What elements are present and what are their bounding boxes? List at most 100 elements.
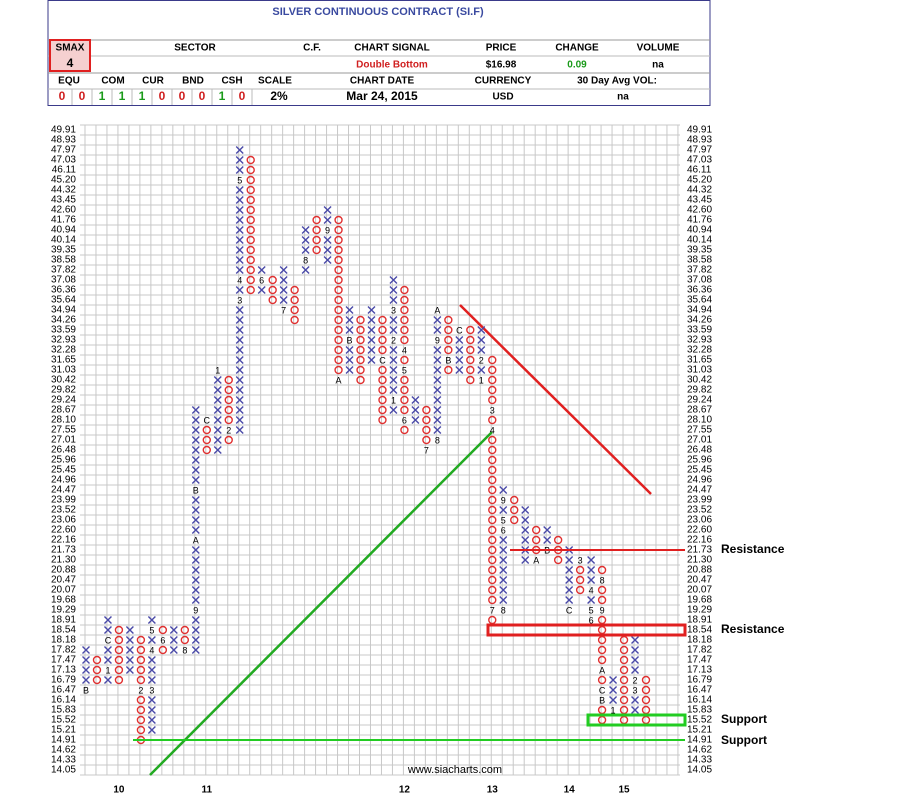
month-marker: 2 xyxy=(226,425,231,435)
month-marker: 2 xyxy=(479,355,484,365)
x-box xyxy=(389,366,398,374)
o-box xyxy=(488,475,497,485)
y-tick-label-right: 25.45 xyxy=(687,465,712,476)
month-marker: 1 xyxy=(479,375,484,385)
month-marker: 1 xyxy=(215,365,220,375)
x-box xyxy=(389,286,398,294)
y-tick-label-right: 28.10 xyxy=(687,415,712,426)
x-box xyxy=(235,206,244,214)
y-tick-label: 39.35 xyxy=(51,245,76,256)
x-box xyxy=(191,426,200,434)
y-tick-label-right: 16.47 xyxy=(687,685,712,696)
x-box xyxy=(521,526,530,534)
x-box xyxy=(191,556,200,564)
y-tick-label-right: 23.06 xyxy=(687,515,712,526)
o-box xyxy=(246,215,255,225)
y-tick-label: 34.26 xyxy=(51,315,76,326)
x-box xyxy=(631,666,640,674)
y-tick-label: 21.30 xyxy=(51,555,76,566)
y-tick-label: 37.08 xyxy=(51,275,76,286)
scale-label: SCALE xyxy=(258,76,292,87)
x-box xyxy=(389,316,398,324)
o-box xyxy=(597,645,607,655)
header-title: SILVER CONTINUOUS CONTRACT (SI.F) xyxy=(272,6,484,18)
x-box xyxy=(235,156,244,164)
y-tick-label-right: 32.93 xyxy=(687,335,712,346)
o-box xyxy=(510,495,519,505)
x-box xyxy=(213,446,222,454)
o-box xyxy=(356,315,365,325)
x-box xyxy=(543,536,552,544)
month-marker: B xyxy=(83,685,89,695)
x-box xyxy=(279,266,288,274)
x-box xyxy=(433,366,442,374)
x-box xyxy=(235,226,244,234)
y-tick-label: 24.47 xyxy=(51,485,76,496)
o-box xyxy=(400,315,409,325)
x-box xyxy=(587,566,596,574)
y-tick-label-right: 34.26 xyxy=(687,315,712,326)
y-tick-label-right: 18.18 xyxy=(687,635,712,646)
month-marker: 6 xyxy=(160,635,165,645)
month-marker: 7 xyxy=(281,305,286,315)
x-box xyxy=(345,356,354,364)
o-column: 4 5 6 xyxy=(400,285,409,435)
o-box xyxy=(378,345,387,355)
y-tick-label: 26.48 xyxy=(51,445,76,456)
volume-label: VOLUME xyxy=(637,43,680,54)
month-marker: A xyxy=(193,535,199,545)
month-marker: 5 xyxy=(237,175,242,185)
o-box xyxy=(312,235,321,245)
o-box xyxy=(597,655,607,665)
o-box xyxy=(202,425,211,435)
x-box xyxy=(433,386,442,394)
x-box xyxy=(191,546,200,554)
alloc-label: CUR xyxy=(142,76,164,87)
o-box xyxy=(246,185,255,195)
month-marker: 3 xyxy=(149,685,154,695)
x-box xyxy=(147,666,156,674)
x-box xyxy=(147,616,156,624)
month-marker: 2 xyxy=(633,675,638,685)
month-marker: C xyxy=(204,415,211,425)
x-box xyxy=(389,406,398,414)
o-box xyxy=(158,645,168,655)
x-box xyxy=(565,576,574,584)
x-box xyxy=(213,376,222,384)
price-value: $16.98 xyxy=(486,60,517,71)
x-box xyxy=(587,556,596,564)
x-box xyxy=(191,616,200,624)
o-box xyxy=(400,385,409,395)
x-box xyxy=(191,626,200,634)
x-box xyxy=(191,566,200,574)
x-box xyxy=(257,286,266,294)
x-column xyxy=(125,626,134,674)
o-box xyxy=(422,435,431,445)
o-box xyxy=(158,625,168,635)
o-box xyxy=(334,285,343,295)
o-box xyxy=(334,355,343,365)
alloc-value: 0 xyxy=(199,89,206,103)
x-box xyxy=(279,276,288,284)
y-tick-label: 23.06 xyxy=(51,515,76,526)
year-label: 14 xyxy=(564,785,576,796)
header: SILVER CONTINUOUS CONTRACT (SI.F) SMAX 4… xyxy=(47,0,711,106)
o-box xyxy=(378,375,387,385)
o-box xyxy=(356,335,365,345)
y-tick-label-right: 40.94 xyxy=(687,225,712,236)
month-marker: 9 xyxy=(501,495,506,505)
y-tick-label: 31.65 xyxy=(51,355,76,366)
y-tick-label: 31.03 xyxy=(51,365,76,376)
date-label: CHART DATE xyxy=(350,76,415,87)
o-column xyxy=(114,625,124,685)
x-box xyxy=(389,276,398,284)
x-box xyxy=(565,586,574,594)
y-tick-label-right: 40.14 xyxy=(687,235,712,246)
o-box xyxy=(290,295,299,305)
x-box xyxy=(213,416,222,424)
o-box xyxy=(180,625,190,635)
alloc-label: EQU xyxy=(58,76,80,87)
y-tick-label-right: 46.11 xyxy=(687,165,712,176)
annotation-box xyxy=(486,623,687,637)
o-box xyxy=(400,305,409,315)
